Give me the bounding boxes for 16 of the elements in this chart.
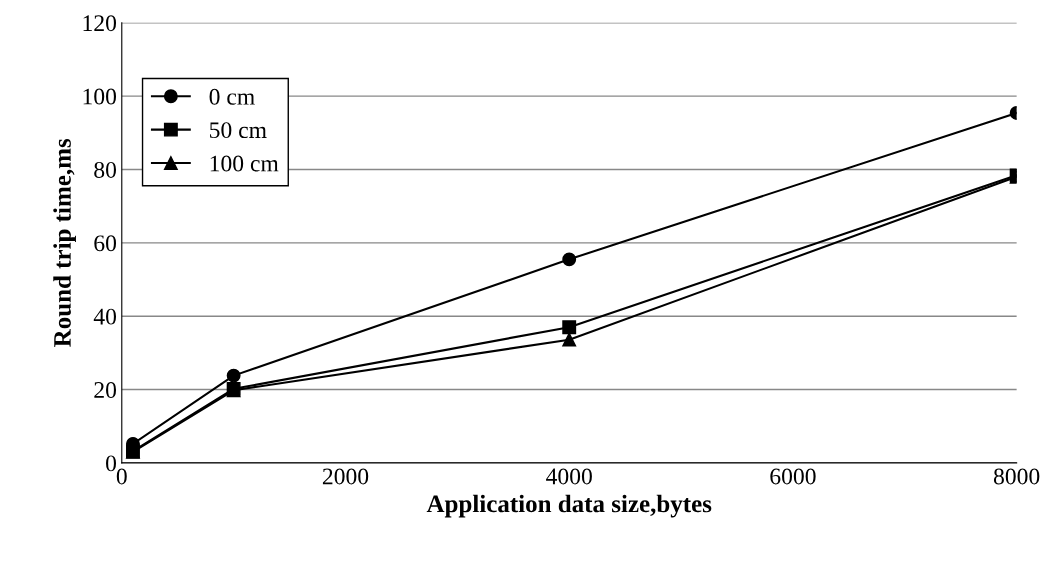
y-tick-label: 100: [83, 88, 117, 105]
y-tick-label: 40: [93, 308, 117, 325]
legend-label: 100 cm: [210, 155, 279, 172]
y-tick-label: 20: [94, 382, 117, 398]
x-tick-label: 8000: [993, 468, 1040, 485]
y-tick-label: 60: [94, 235, 117, 252]
legend-label: 50 cm: [210, 122, 267, 139]
x-tick-label: 4000: [546, 468, 592, 485]
x-tick-label: 6000: [770, 468, 816, 485]
legend-label: 0 cm: [209, 88, 255, 105]
x-axis-title: Application data size,bytes: [426, 494, 712, 518]
y-tick-label: 120: [83, 15, 117, 32]
y-tick-label: 80: [94, 161, 117, 178]
y-tick-label: 0: [106, 455, 117, 472]
y-axis-title: Round trip time,ms: [53, 138, 76, 347]
x-tick-label: 2000: [322, 468, 369, 485]
